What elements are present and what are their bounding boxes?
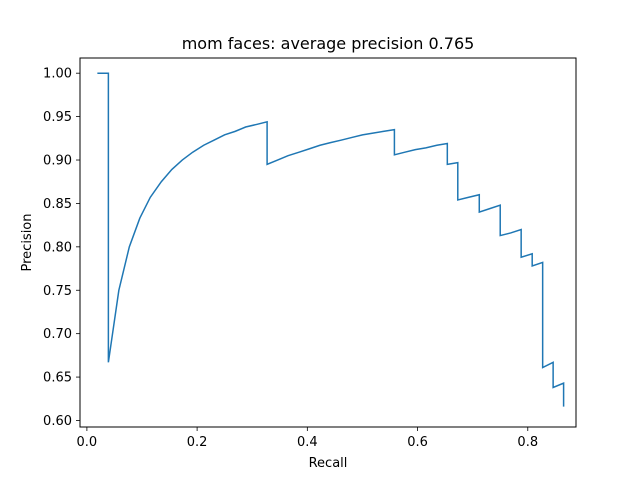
chart-title: mom faces: average precision 0.765 — [182, 34, 475, 53]
y-tick-label: 0.85 — [43, 197, 72, 212]
y-tick-label: 0.70 — [43, 327, 72, 342]
y-tick-label: 0.90 — [43, 154, 72, 169]
x-tick-label: 0.2 — [187, 435, 208, 450]
y-tick-label: 0.75 — [43, 284, 72, 299]
y-tick-label: 0.65 — [43, 371, 72, 386]
x-axis-label: Recall — [309, 456, 348, 471]
plot-frame — [79, 57, 577, 428]
x-tick-label: 0.0 — [77, 435, 98, 450]
x-tick-label: 0.4 — [297, 435, 318, 450]
y-tick-label: 1.00 — [43, 67, 72, 82]
x-tick-label: 0.6 — [407, 435, 428, 450]
x-tick-label: 0.8 — [517, 435, 538, 450]
precision-recall-curve — [97, 72, 565, 407]
y-tick-label: 0.60 — [43, 414, 72, 429]
axis-ticks: 0.0 0.2 0.4 0.6 0.8 0.60 0.65 0.70 0.75 0.80 0.85 0… — [43, 67, 538, 450]
y-axis-label: Precision — [20, 213, 35, 271]
y-tick-label: 0.80 — [43, 240, 72, 255]
y-tick-label: 0.95 — [43, 110, 72, 125]
